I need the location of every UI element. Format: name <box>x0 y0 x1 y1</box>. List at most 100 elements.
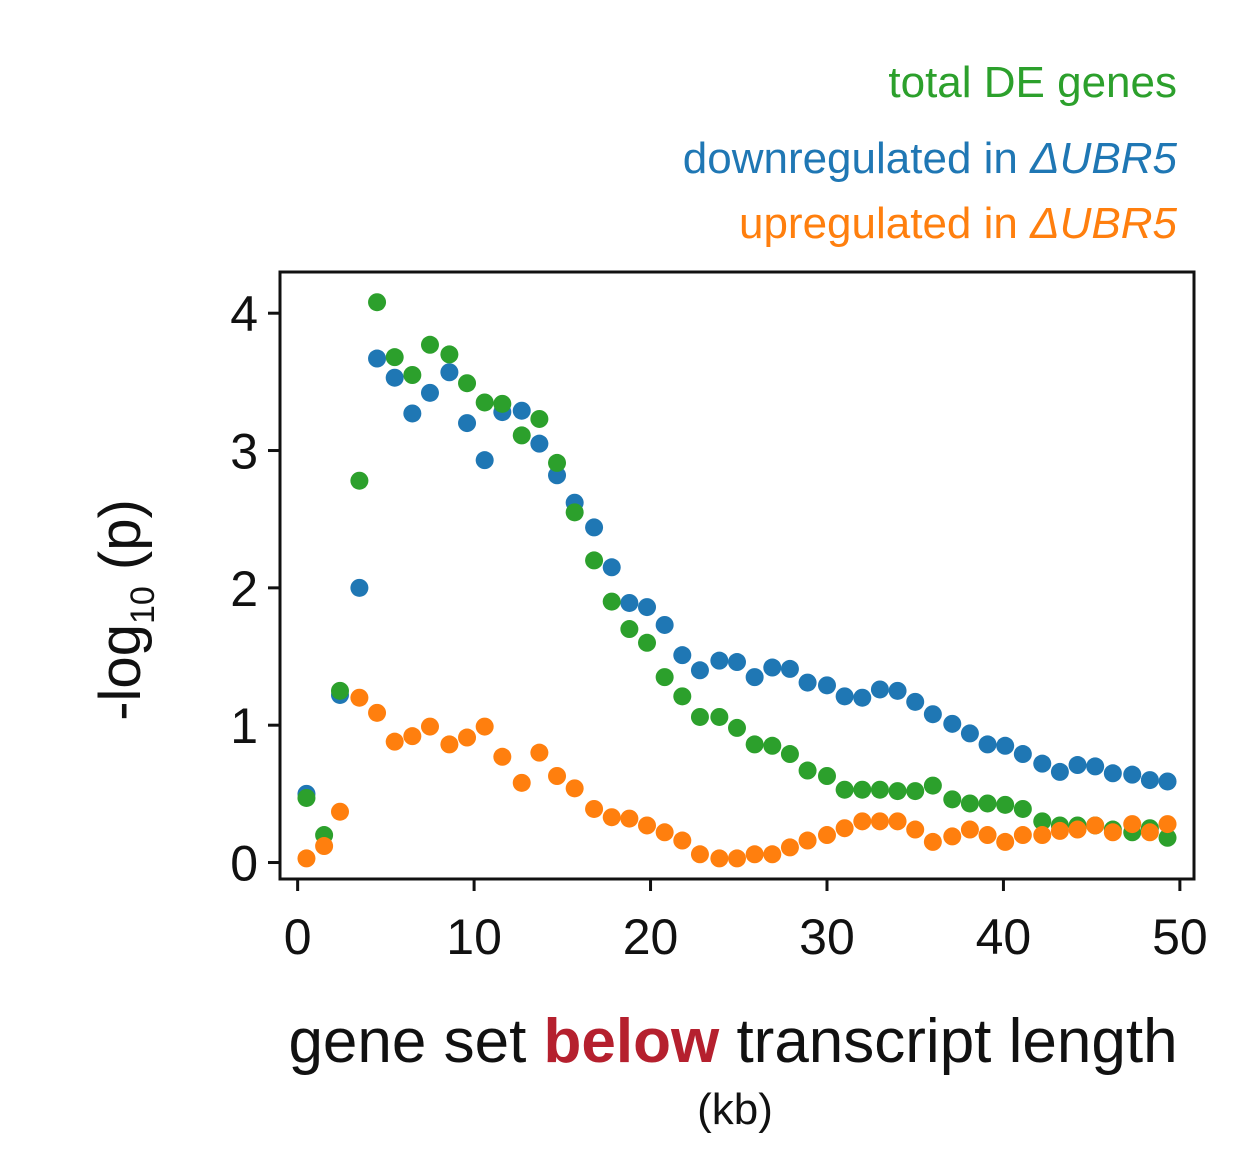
data-point-series-1 <box>420 335 439 354</box>
legend-entry-total-text: total DE genes <box>888 58 1177 107</box>
data-point-series-2 <box>673 831 692 850</box>
data-point-series-2 <box>350 688 369 707</box>
data-point-series-1 <box>368 293 387 312</box>
legend-entry-downregulated-italic: ΔUBR5 <box>1029 134 1177 183</box>
y-axis-label: -log10 (p) <box>88 499 162 721</box>
data-point-series-1 <box>530 409 549 428</box>
data-point-series-1 <box>638 633 657 652</box>
data-point-series-2 <box>475 717 494 736</box>
data-point-series-2 <box>888 812 907 831</box>
data-point-series-1 <box>835 780 854 799</box>
data-point-series-1 <box>1013 799 1032 818</box>
data-point-series-0 <box>530 434 549 453</box>
data-point-series-2 <box>1158 815 1177 834</box>
x-axis-label-part1: gene set <box>288 1007 543 1076</box>
data-point-series-2 <box>1068 820 1087 839</box>
data-point-series-1 <box>763 736 782 755</box>
data-point-series-1 <box>297 788 316 807</box>
y-axis-label-suffix: (p) <box>88 499 153 586</box>
data-point-series-0 <box>763 658 782 677</box>
data-point-series-1 <box>602 592 621 611</box>
data-point-series-1 <box>978 794 997 813</box>
data-point-series-2 <box>1103 823 1122 842</box>
x-tick-label: 50 <box>1152 909 1208 965</box>
data-point-series-1 <box>728 718 746 737</box>
data-point-series-2 <box>745 845 764 864</box>
data-point-series-2 <box>1123 815 1142 834</box>
y-tick-label: 2 <box>230 561 258 617</box>
data-point-series-0 <box>1140 771 1159 790</box>
x-axis-label: gene set below transcript length <box>288 1007 1177 1076</box>
data-point-series-0 <box>943 714 962 733</box>
x-tick-label: 20 <box>623 909 679 965</box>
data-point-series-2 <box>960 820 979 839</box>
data-point-series-1 <box>655 668 674 687</box>
data-point-series-1 <box>888 782 907 801</box>
data-point-series-0 <box>475 451 494 470</box>
data-point-series-0 <box>710 651 729 670</box>
data-point-series-2 <box>728 849 746 868</box>
x-tick-label: 10 <box>446 909 502 965</box>
data-point-series-2 <box>565 779 584 798</box>
data-point-series-0 <box>1158 772 1177 791</box>
data-point-series-1 <box>403 365 422 384</box>
data-point-series-2 <box>710 849 729 868</box>
data-point-series-2 <box>835 819 854 838</box>
data-point-series-2 <box>548 767 567 786</box>
data-point-series-0 <box>870 680 889 699</box>
data-point-series-2 <box>530 743 549 762</box>
data-point-series-0 <box>638 598 657 617</box>
data-point-series-1 <box>870 780 889 799</box>
y-tick-label: 3 <box>230 424 258 480</box>
plot-frame <box>278 270 1196 881</box>
data-point-series-2 <box>403 727 422 746</box>
data-point-series-0 <box>745 668 764 687</box>
data-point-series-0 <box>798 673 817 692</box>
data-points <box>297 293 1177 868</box>
data-point-series-1 <box>996 795 1015 814</box>
legend-entry-upregulated-text: upregulated in <box>739 199 1030 248</box>
y-tick-label: 4 <box>230 286 258 342</box>
data-point-series-2 <box>585 799 604 818</box>
data-point-series-0 <box>420 383 439 402</box>
legend-entry-upregulated: upregulated in ΔUBR5 <box>739 199 1178 248</box>
data-point-series-0 <box>835 687 854 706</box>
data-point-series-2 <box>655 823 674 842</box>
data-point-series-0 <box>996 736 1015 755</box>
legend-entry-total: total DE genes <box>888 58 1177 107</box>
data-point-series-0 <box>690 661 709 680</box>
data-point-series-0 <box>368 349 387 368</box>
data-point-series-1 <box>512 426 531 445</box>
data-point-series-0 <box>923 705 942 724</box>
data-point-series-1 <box>350 471 369 490</box>
legend-entry-downregulated-text: downregulated in <box>683 134 1030 183</box>
data-point-series-2 <box>512 773 531 792</box>
data-point-series-0 <box>780 659 799 678</box>
y-tick-label: 0 <box>230 836 258 892</box>
x-tick-label: 0 <box>284 909 312 965</box>
legend: total DE genes downregulated in ΔUBR5 up… <box>683 58 1178 248</box>
data-point-series-0 <box>673 646 692 665</box>
data-point-series-0 <box>817 676 836 695</box>
data-point-series-2 <box>620 809 639 828</box>
data-point-series-1 <box>853 780 872 799</box>
data-point-series-2 <box>1050 821 1069 840</box>
data-point-series-0 <box>728 653 746 672</box>
data-point-series-0 <box>602 558 621 577</box>
data-point-series-0 <box>548 466 567 485</box>
x-axis-label-emphasis: below <box>544 1007 720 1076</box>
data-point-series-1 <box>745 735 764 754</box>
data-point-series-0 <box>440 363 459 382</box>
data-point-series-2 <box>690 845 709 864</box>
data-point-series-2 <box>385 732 404 751</box>
data-point-series-0 <box>1033 754 1052 773</box>
data-point-series-1 <box>440 345 459 364</box>
data-point-series-2 <box>1013 826 1032 845</box>
x-axis-label-part3: transcript length <box>719 1007 1177 1076</box>
data-point-series-2 <box>763 845 782 864</box>
data-point-series-2 <box>853 812 872 831</box>
data-point-series-1 <box>798 761 817 780</box>
data-point-series-2 <box>1033 826 1052 845</box>
x-axis: 0 10 20 30 40 50 <box>284 879 1208 965</box>
